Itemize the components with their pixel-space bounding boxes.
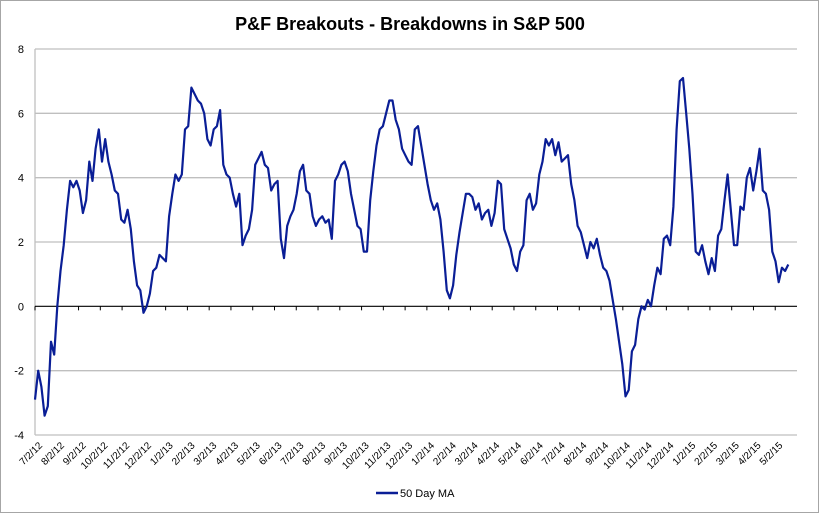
y-tick-label: 0 xyxy=(18,301,24,313)
y-tick-label: 2 xyxy=(18,237,24,249)
chart-title: P&F Breakouts - Breakdowns in S&P 500 xyxy=(235,14,585,34)
y-tick-label: -4 xyxy=(14,430,24,442)
y-tick-label: -2 xyxy=(14,366,24,378)
y-tick-label: 8 xyxy=(18,44,24,56)
y-tick-label: 4 xyxy=(18,173,24,185)
legend-label: 50 Day MA xyxy=(400,488,455,500)
y-tick-label: 6 xyxy=(18,108,24,120)
legend: 50 Day MA xyxy=(376,488,455,500)
series-line-50-day-ma xyxy=(33,76,790,417)
